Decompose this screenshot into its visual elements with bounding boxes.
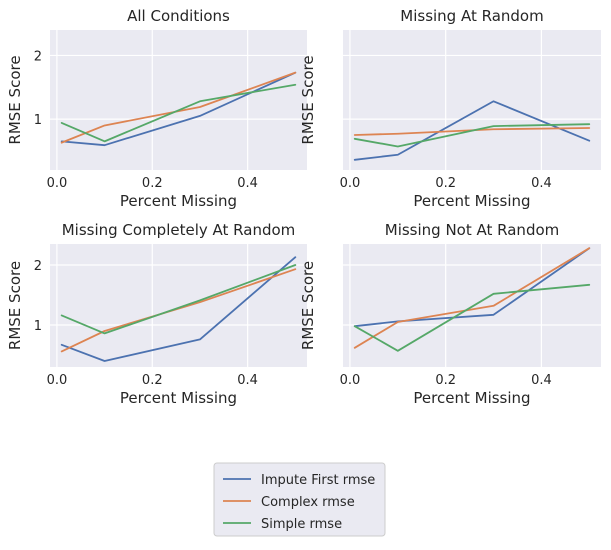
subplot-title: All Conditions xyxy=(127,7,230,25)
x-tick-label: 0.2 xyxy=(435,373,456,388)
x-tick-label: 0.2 xyxy=(435,176,456,191)
plot-area xyxy=(343,244,601,367)
y-tick-label: 2 xyxy=(34,259,42,274)
legend-label: Complex rmse xyxy=(261,495,355,510)
series-line-3 xyxy=(353,123,591,148)
plot-area xyxy=(50,30,307,170)
y-axis-label: RMSE Score xyxy=(6,55,24,144)
x-tick-label: 0.4 xyxy=(531,176,552,191)
x-tick-label: 0.2 xyxy=(142,373,163,388)
x-tick-label: 0.0 xyxy=(340,373,361,388)
series-line-1 xyxy=(353,247,591,328)
x-tick-label: 0.2 xyxy=(142,176,163,191)
series-line-3 xyxy=(60,83,297,143)
y-axis-label: RMSE Score xyxy=(6,261,24,350)
x-axis-label: Percent Missing xyxy=(413,389,530,407)
series-line-1 xyxy=(60,71,297,147)
series-line-3 xyxy=(60,264,297,335)
x-tick-label: 0.4 xyxy=(237,373,258,388)
y-axis-label: RMSE Score xyxy=(299,55,317,144)
subplot-4: 0.0 0.2 0.4 Missing Not At Random Percent Mi… xyxy=(299,221,601,407)
x-tick-label: 0.0 xyxy=(47,176,68,191)
series-line-2 xyxy=(60,71,297,144)
subplot-title: Missing Not At Random xyxy=(385,221,560,239)
legend: Impute First rmse Complex rmse Simple rmse xyxy=(213,462,386,537)
x-tick-label: 0.0 xyxy=(47,373,68,388)
legend-label: Simple rmse xyxy=(261,517,342,532)
plot-area xyxy=(50,244,307,367)
subplot-3: 0.0 0.2 0.4 1 2 Missing Completely At Random P… xyxy=(6,221,307,407)
plot-area xyxy=(343,30,601,170)
series-line-2 xyxy=(353,127,591,136)
subplot-title: Missing Completely At Random xyxy=(62,221,296,239)
y-tick-label: 1 xyxy=(34,319,42,334)
series-line-1 xyxy=(353,100,591,161)
x-tick-label: 0.4 xyxy=(237,176,258,191)
y-tick-label: 1 xyxy=(34,113,42,128)
subplot-2: 0.0 0.2 0.4 Missing At Random Percent Missin… xyxy=(299,7,601,210)
series-line-3 xyxy=(353,283,591,352)
x-axis-label: Percent Missing xyxy=(120,389,237,407)
legend-box xyxy=(213,462,386,537)
x-axis-label: Percent Missing xyxy=(413,192,530,210)
series-line-1 xyxy=(60,256,297,362)
subplot-title: Missing At Random xyxy=(400,7,543,25)
x-axis-label: Percent Missing xyxy=(120,192,237,210)
series-line-2 xyxy=(353,247,591,349)
y-axis-label: RMSE Score xyxy=(299,261,317,350)
y-tick-label: 2 xyxy=(34,49,42,64)
legend-label: Impute First rmse xyxy=(261,473,375,488)
subplot-1: 0.0 0.2 0.4 1 2 All Conditions Percent Missing… xyxy=(6,7,307,210)
x-tick-label: 0.0 xyxy=(340,176,361,191)
x-tick-label: 0.4 xyxy=(531,373,552,388)
